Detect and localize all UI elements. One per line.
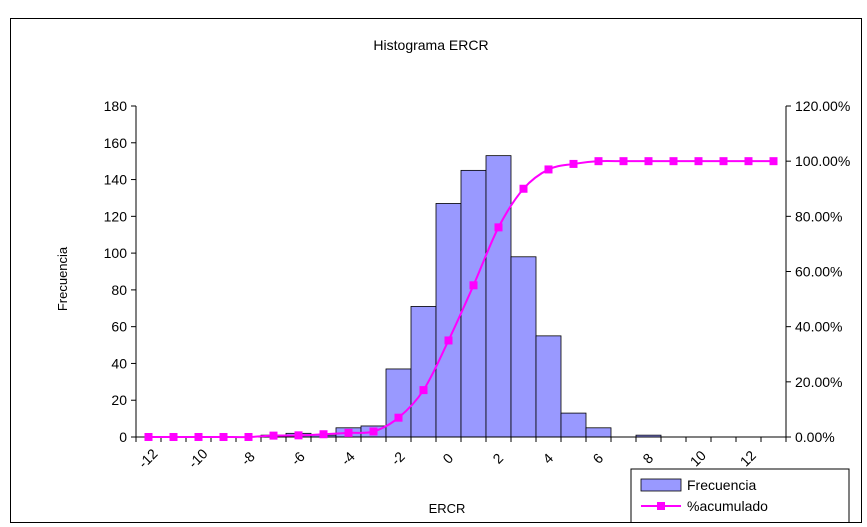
line-point xyxy=(494,223,503,232)
line-point xyxy=(594,157,603,166)
line-point xyxy=(369,427,378,436)
line-point xyxy=(619,157,628,166)
y-tick-label: 60 xyxy=(111,319,127,335)
line-point xyxy=(419,386,428,395)
line-point xyxy=(744,157,753,166)
line-point xyxy=(219,433,228,441)
line-point xyxy=(469,281,478,290)
line-point xyxy=(194,433,203,441)
y2-tick-label: 40.00% xyxy=(795,319,842,335)
y-tick-label: 120 xyxy=(104,208,128,224)
bar xyxy=(410,306,437,438)
y2-tick-label: 60.00% xyxy=(795,264,842,280)
y-axis-ticks: 0 20 40 60 80 100 120 140 160 180 xyxy=(104,98,136,445)
y2-tick-label: 80.00% xyxy=(795,208,842,224)
bar-series-frecuencia xyxy=(260,155,662,438)
y2-tick-label: 100.00% xyxy=(795,153,850,169)
x-tick-label: 6 xyxy=(589,450,606,467)
y-tick-label: 0 xyxy=(119,429,127,445)
legend-label-frecuencia: Frecuencia xyxy=(687,477,756,493)
line-point xyxy=(444,336,453,345)
x-tick-label: -10 xyxy=(185,445,211,471)
x-tick-label: 10 xyxy=(687,447,709,469)
y-tick-label: 160 xyxy=(104,135,128,151)
x-tick-label: -12 xyxy=(135,445,161,471)
bar xyxy=(560,412,587,438)
line-point xyxy=(394,413,403,422)
x-axis-label: ERCR xyxy=(429,501,466,516)
y-tick-label: 100 xyxy=(104,245,128,261)
y-tick-label: 180 xyxy=(104,98,128,114)
y2-tick-label: 20.00% xyxy=(795,374,842,390)
y-tick-label: 80 xyxy=(111,282,127,298)
line-point xyxy=(269,431,278,440)
x-tick-label: 0 xyxy=(439,450,456,467)
bar xyxy=(535,335,562,438)
bar xyxy=(385,368,412,438)
line-point xyxy=(319,430,328,439)
bar xyxy=(485,155,512,438)
x-tick-label: -8 xyxy=(238,448,258,468)
chart-frame: Histograma ERCR Frecuencia ERCR 0 20 40 60 8… xyxy=(10,18,862,527)
line-point xyxy=(144,433,153,441)
x-tick-label: -6 xyxy=(288,448,308,468)
x-tick-label: 4 xyxy=(539,450,556,467)
line-point xyxy=(669,157,678,166)
x-tick-label: -4 xyxy=(338,448,358,468)
histogram-chart: Histograma ERCR Frecuencia ERCR 02040608… xyxy=(55,37,850,527)
y-tick-label: 20 xyxy=(111,392,127,408)
line-point xyxy=(169,433,178,441)
x-axis-ticks: -12 -10 -8 -6 -4 -2 0 2 4 6 8 10 12 xyxy=(135,445,759,471)
line-point xyxy=(694,157,703,166)
y2-axis-ticks: 0.00% 20.00% 40.00% 60.00% 80.00% 100.00% 120.… xyxy=(786,98,850,445)
line-point xyxy=(244,433,253,441)
line-point xyxy=(344,428,353,437)
y-axis-label: Frecuencia xyxy=(55,246,70,311)
x-tick-label: -2 xyxy=(388,448,408,468)
line-point xyxy=(769,157,778,166)
legend: Frecuencia %acumulado xyxy=(630,468,850,527)
legend-label-acumulado: %acumulado xyxy=(687,498,768,514)
chart-title: Histograma ERCR xyxy=(373,37,488,53)
y2-tick-label: 0.00% xyxy=(795,429,835,445)
y-tick-label: 140 xyxy=(104,172,128,188)
line-series-acumulado xyxy=(144,157,778,441)
legend-swatch-frecuencia xyxy=(640,478,682,492)
line-point xyxy=(569,159,578,168)
x-tick-label: 12 xyxy=(737,447,759,469)
bar xyxy=(510,256,537,438)
y-tick-label: 40 xyxy=(111,355,127,371)
x-tick-label: 8 xyxy=(639,450,656,467)
bar xyxy=(585,427,612,438)
x-tick-label: 2 xyxy=(489,450,506,467)
line-point xyxy=(519,184,528,193)
line-point xyxy=(644,157,653,166)
line-point xyxy=(719,157,728,166)
line-point xyxy=(544,165,553,174)
legend-marker-acumulado xyxy=(657,502,665,510)
line-point xyxy=(294,431,303,440)
y2-tick-label: 120.00% xyxy=(795,98,850,114)
